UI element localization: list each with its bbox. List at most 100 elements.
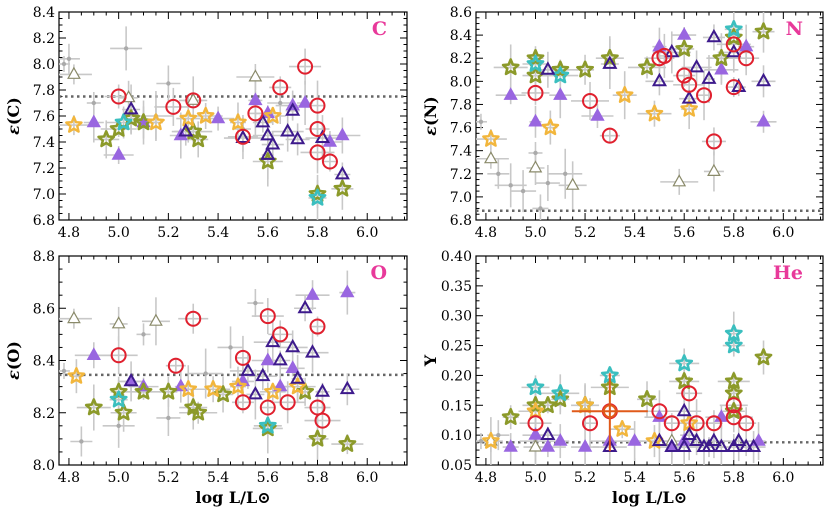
panel-C: 4.8 5.0 5.2 5.4 5.6 5.8 6.0 6.8 7.0 7.2 7.4 7.6 7.8 8… [4,5,408,241]
data-point-open-triangle [540,61,556,75]
data-point-open-triangle [240,362,256,376]
data-point-dot [478,438,484,444]
data-point-filled-triangle [305,287,320,300]
data-point-olive-star [754,348,773,366]
y-tick-label: 0.15 [441,398,472,414]
data-point-open-triangle [314,129,331,143]
x-tick-label: 6.0 [772,225,794,241]
data-point-dot [61,61,67,67]
y-axis-label: ε(O) [4,341,23,380]
data-point-ring [247,105,264,122]
data-point-dot [116,423,121,429]
data-point-olive-star [675,39,694,57]
x-tick-label: 5.0 [524,225,546,241]
data-point-filled-triangle [553,433,568,446]
data-point-ring [705,415,722,432]
y-tick-label: 7.0 [450,190,472,206]
x-tick-label: 5.4 [623,225,645,241]
data-point-yellow-star [541,118,560,136]
data-point-ring [696,87,713,104]
x-tick-label: 5.8 [306,225,328,241]
x-tick-label: 5.6 [673,470,695,486]
y-tick-label: 0.10 [441,428,472,444]
data-point-ring [259,399,276,416]
data-point-dot [478,119,484,124]
data-point-teal-star [308,188,327,206]
data-point-yellow-star [204,380,222,397]
x-tick-label: 5.4 [623,470,645,486]
data-point-filled-triangle [86,347,101,360]
data-point-yellow-star [65,115,83,133]
data-point-ring [681,76,698,93]
x-tick-label: 5.2 [574,225,596,241]
data-point-dot [123,46,129,51]
data-point-olive-star [526,48,545,66]
x-tick-label: 5.4 [207,225,229,241]
y-tick-label: 8.0 [33,458,55,474]
data-point-dot [79,439,84,444]
data-point-open-triangle [676,438,692,452]
y-tick-label: 8.4 [450,28,472,44]
data-point-filled-triangle [627,433,642,446]
data-point-filled-triangle [714,61,729,75]
data-point-open-triangle [738,438,754,452]
data-point-olive-star [600,48,619,66]
y-tick-label: 8.6 [33,301,55,317]
data-point-dot [563,171,568,176]
data-point-dot [545,180,551,186]
data-point-open-triangle [676,402,692,417]
data-point-open-triangle [745,438,762,452]
x-tick-label: 4.8 [58,470,80,486]
data-point-ring [272,79,289,96]
data-point-yellow-star [229,113,247,131]
data-point-open-triangle [290,130,306,145]
data-point-yellow-star [67,367,86,384]
data-point-yellow-star [482,129,500,147]
data-point-olive-star [551,60,570,78]
data-point-open-triangle [297,299,313,314]
data-point-open-triangle [260,146,276,160]
data-point-olive-star [539,396,557,414]
data-point-olive-star [526,66,545,84]
data-point-gray-triangle [528,439,543,452]
x-tick-label: 5.0 [524,470,546,486]
data-point-ring [582,415,599,432]
data-point-dot [533,150,538,156]
data-point-orange-ring [602,404,617,419]
y-tick-label: 8.4 [33,354,55,370]
data-point-olive-star [638,58,656,76]
data-point-filled-triangle [210,110,226,124]
y-tick-label: 8.2 [33,31,55,47]
data-point-open-triangle [123,100,139,115]
data-point-ring [321,153,338,170]
data-point-ring [279,394,296,411]
data-point-open-triangle [681,90,697,104]
data-point-ring [527,84,544,101]
data-point-dot [538,206,543,211]
data-point-yellow-star [482,431,500,449]
data-point-gray-triangle [67,310,81,324]
x-tick-label: 5.6 [257,470,279,486]
data-point-open-triangle [235,129,251,143]
data-point-ring [165,98,182,115]
y-axis-label-symbol: ε [4,370,23,380]
y-tick-label: 7.4 [450,144,472,160]
data-point-dot [61,368,67,374]
data-point-gray-triangle [528,160,543,173]
data-point-open-triangle [701,70,717,84]
y-tick-label: 8.6 [450,5,472,21]
data-point-open-triangle [290,370,306,384]
data-point-olive-star [338,434,357,452]
y-axis-label: Y [421,354,440,367]
data-point-ring [234,349,251,366]
data-point-ring [738,415,755,432]
data-point-gray-triangle [186,92,201,105]
y-axis-label-symbol: ε [4,125,23,135]
data-point-yellow-star [264,106,282,124]
data-point-ring [527,415,544,432]
data-point-teal-star [258,416,277,434]
data-point-ring [234,128,251,145]
x-tick-label: 5.4 [207,470,229,486]
data-point-open-triangle [285,102,301,116]
